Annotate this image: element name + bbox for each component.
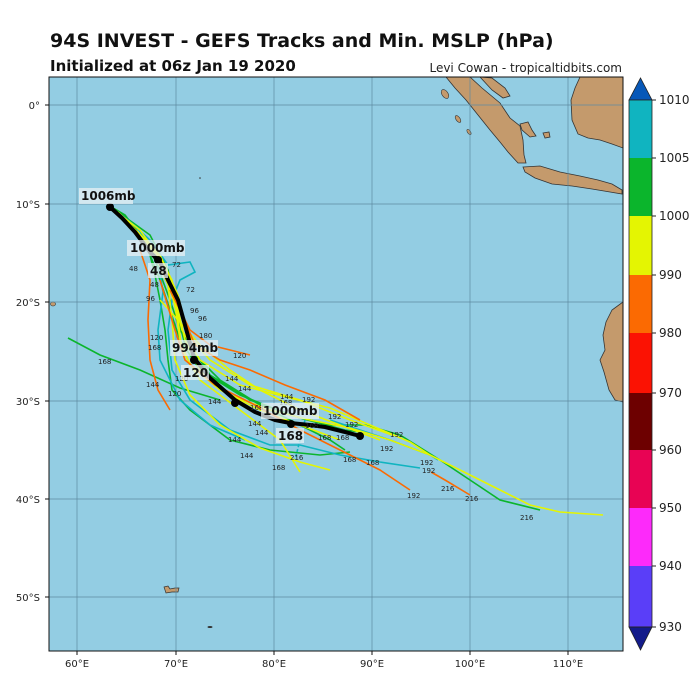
svg-text:1000: 1000 (659, 209, 690, 223)
svg-text:216: 216 (520, 514, 534, 522)
pressure-label-48h: 1000mb (130, 241, 185, 255)
svg-text:168: 168 (98, 358, 111, 366)
svg-text:70°E: 70°E (164, 659, 188, 670)
svg-text:144: 144 (255, 429, 269, 437)
svg-text:144: 144 (238, 385, 252, 393)
land-islet (50, 301, 56, 307)
svg-text:1010: 1010 (659, 93, 690, 107)
map-frame (48, 76, 624, 652)
svg-text:110°E: 110°E (553, 659, 583, 670)
svg-text:930: 930 (659, 620, 682, 634)
credit-text: Levi Cowan - tropicaltidbits.com (429, 61, 622, 75)
land-borneo (570, 77, 623, 149)
hour-label-168: 168 (278, 429, 303, 443)
svg-text:1005: 1005 (659, 151, 690, 165)
svg-text:50°S: 50°S (16, 593, 40, 604)
colorbar-over-arrow (628, 77, 653, 101)
svg-text:48: 48 (129, 265, 138, 273)
land-java (522, 165, 623, 195)
svg-text:0°: 0° (29, 101, 40, 112)
svg-text:120: 120 (233, 352, 246, 360)
pressure-label-0h: 1006mb (81, 189, 136, 203)
svg-text:192: 192 (390, 431, 403, 439)
svg-text:192: 192 (422, 467, 435, 475)
svg-text:192: 192 (380, 445, 393, 453)
svg-text:168: 168 (272, 464, 285, 472)
lon-labels: 60°E 70°E 80°E 90°E 100°E 110°E (65, 659, 583, 670)
land-bangka (519, 121, 537, 138)
svg-text:168: 168 (343, 456, 356, 464)
svg-text:216: 216 (465, 495, 479, 503)
svg-text:192: 192 (328, 413, 341, 421)
svg-text:96: 96 (190, 307, 199, 315)
svg-text:72: 72 (186, 286, 195, 294)
svg-text:980: 980 (659, 326, 682, 340)
ocean-background (49, 77, 623, 651)
svg-text:168: 168 (250, 404, 263, 412)
colorbar-under-arrow (628, 626, 653, 651)
lat-labels: 0° 10°S 20°S 30°S 40°S 50°S (16, 101, 40, 604)
svg-text:216: 216 (441, 485, 455, 493)
svg-text:192: 192 (420, 459, 433, 467)
land-islet (440, 89, 450, 99)
pressure-label-168h: 1000mb (263, 404, 318, 418)
svg-text:192: 192 (302, 396, 315, 404)
svg-text:168: 168 (336, 434, 349, 442)
hour-label-48: 48 (150, 264, 167, 278)
svg-text:192: 192 (345, 421, 358, 429)
land-islet (207, 626, 213, 628)
pressure-label-120h: 994mb (172, 341, 219, 355)
land-kerguelen (163, 585, 180, 594)
svg-text:180: 180 (199, 332, 212, 340)
svg-text:960: 960 (659, 443, 682, 457)
svg-text:144: 144 (225, 375, 239, 383)
init-time-subtitle: Initialized at 06z Jan 19 2020 (50, 57, 296, 75)
svg-text:168: 168 (318, 434, 331, 442)
colorbar: 1010 1005 1000 990 980 970 960 950 940 9… (628, 77, 690, 651)
svg-text:96: 96 (198, 315, 207, 323)
svg-text:144: 144 (248, 420, 262, 428)
axis-ticks (45, 104, 569, 655)
svg-text:144: 144 (240, 452, 254, 460)
svg-text:950: 950 (659, 501, 682, 515)
svg-text:30°S: 30°S (16, 397, 40, 408)
svg-text:40°S: 40°S (16, 495, 40, 506)
svg-text:144: 144 (280, 393, 294, 401)
land-belitung (542, 131, 551, 139)
svg-text:168: 168 (305, 422, 318, 430)
svg-text:96: 96 (146, 295, 155, 303)
svg-text:60°E: 60°E (65, 659, 89, 670)
svg-text:192: 192 (407, 492, 420, 500)
svg-text:144: 144 (228, 436, 242, 444)
svg-text:90°E: 90°E (360, 659, 384, 670)
svg-text:80°E: 80°E (262, 659, 286, 670)
hour-label-120: 120 (183, 366, 208, 380)
svg-text:168: 168 (366, 459, 379, 467)
chart-title: 94S INVEST - GEFS Tracks and Min. MSLP (… (50, 30, 554, 52)
ensemble-mean-labels: 1006mb 1000mb 48 994mb 120 1000mb 168 (79, 188, 319, 443)
svg-text:10°S: 10°S (16, 200, 40, 211)
land-islet (199, 177, 201, 179)
svg-text:990: 990 (659, 268, 682, 282)
svg-text:72: 72 (172, 261, 181, 269)
svg-text:48: 48 (150, 281, 159, 289)
svg-text:100°E: 100°E (455, 659, 485, 670)
ensemble-mean-points (106, 203, 364, 440)
svg-text:940: 940 (659, 559, 682, 573)
land-sumatra (445, 77, 527, 164)
svg-text:120: 120 (150, 334, 163, 342)
svg-text:144: 144 (208, 398, 222, 406)
land-malaysia (479, 77, 511, 99)
svg-text:120: 120 (168, 390, 181, 398)
svg-text:20°S: 20°S (16, 298, 40, 309)
svg-text:970: 970 (659, 386, 682, 400)
svg-text:168: 168 (148, 344, 161, 352)
svg-text:144: 144 (146, 381, 160, 389)
land-islet (454, 115, 462, 123)
svg-text:216: 216 (290, 454, 304, 462)
